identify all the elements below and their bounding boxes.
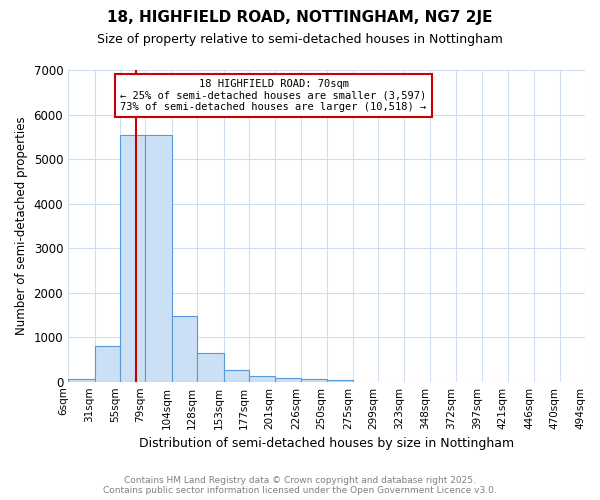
Bar: [224, 370, 249, 382]
Y-axis label: Number of semi-detached properties: Number of semi-detached properties: [15, 116, 28, 335]
Bar: [172, 316, 197, 382]
X-axis label: Distribution of semi-detached houses by size in Nottingham: Distribution of semi-detached houses by …: [139, 437, 514, 450]
Bar: [120, 134, 145, 382]
Text: Contains HM Land Registry data © Crown copyright and database right 2025.
Contai: Contains HM Land Registry data © Crown c…: [103, 476, 497, 495]
Bar: [68, 380, 95, 382]
Bar: [197, 352, 224, 382]
Text: 18, HIGHFIELD ROAD, NOTTINGHAM, NG7 2JE: 18, HIGHFIELD ROAD, NOTTINGHAM, NG7 2JE: [107, 10, 493, 25]
Bar: [249, 376, 275, 382]
Bar: [301, 379, 326, 382]
Bar: [95, 346, 120, 382]
Bar: [145, 134, 172, 382]
Bar: [275, 378, 301, 382]
Bar: [326, 380, 353, 382]
Text: Size of property relative to semi-detached houses in Nottingham: Size of property relative to semi-detach…: [97, 32, 503, 46]
Text: 18 HIGHFIELD ROAD: 70sqm
← 25% of semi-detached houses are smaller (3,597)
73% o: 18 HIGHFIELD ROAD: 70sqm ← 25% of semi-d…: [121, 79, 427, 112]
